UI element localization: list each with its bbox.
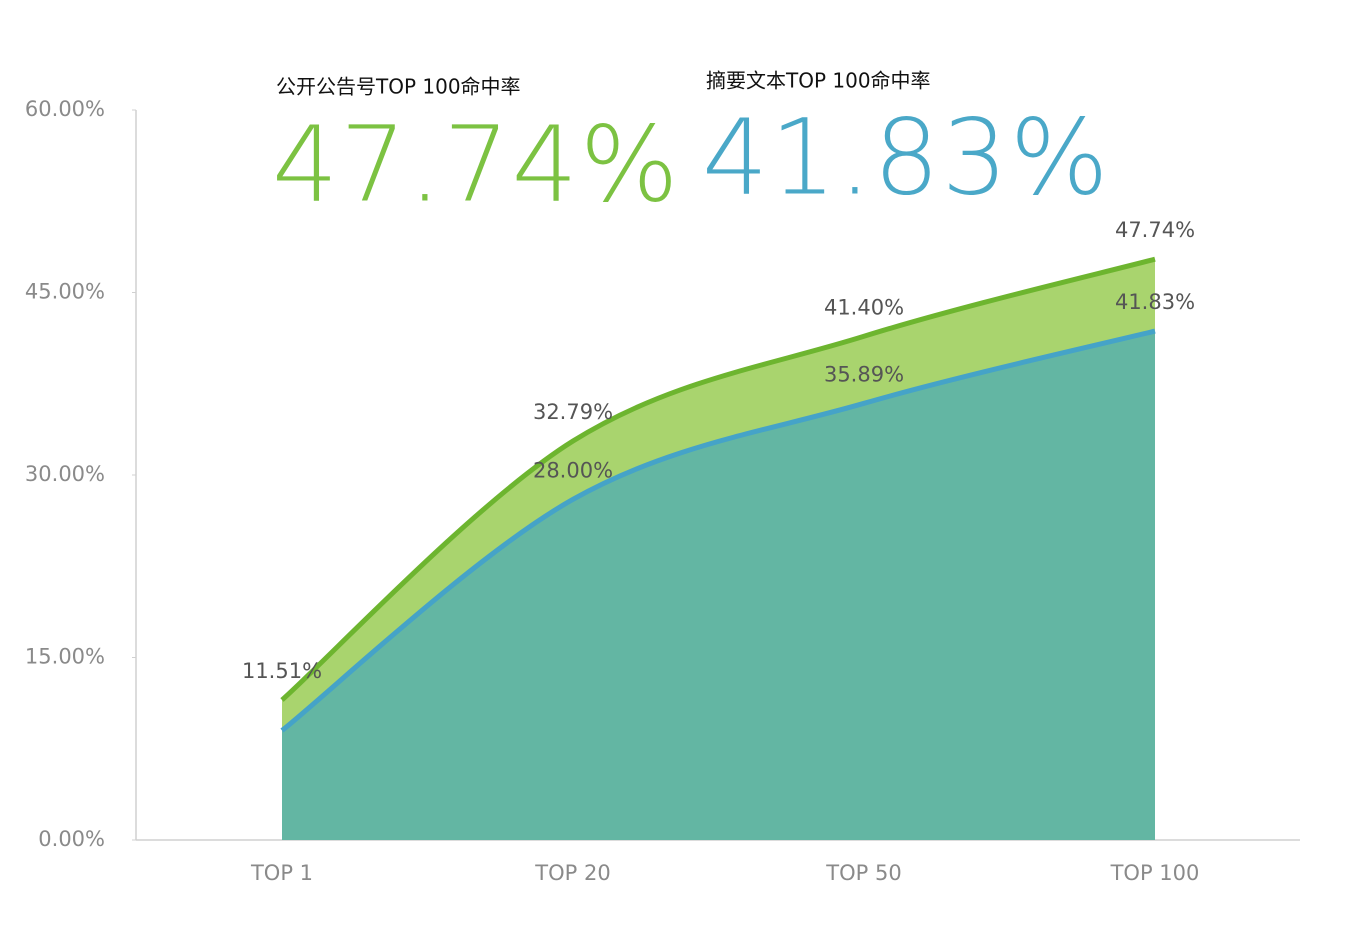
y-tick-label: 60.00%: [25, 97, 105, 121]
value-label: 41.83%: [1115, 290, 1195, 314]
headline-caption: 摘要文本TOP 100命中率: [706, 69, 931, 93]
area: [282, 331, 1155, 840]
value-label: 41.40%: [824, 295, 904, 319]
headline-value: 41.83%: [702, 96, 1111, 218]
x-tick-label: TOP 50: [825, 861, 901, 885]
x-tick-label: TOP 100: [1110, 861, 1200, 885]
value-label: 32.79%: [533, 400, 613, 424]
line: [280, 328, 1156, 733]
value-label: 47.74%: [1115, 218, 1195, 242]
headline-value: 47.74%: [272, 103, 681, 225]
y-tick-label: 30.00%: [25, 462, 105, 486]
x-tick-label: TOP 20: [534, 861, 610, 885]
y-tick-label: 15.00%: [25, 645, 105, 669]
value-label: 11.51%: [242, 659, 322, 683]
y-tick-label: 45.00%: [25, 280, 105, 304]
line: [280, 256, 1156, 702]
headline-caption: 公开公告号TOP 100命中率: [276, 75, 521, 99]
y-tick-label: 0.00%: [38, 827, 105, 851]
value-label: 28.00%: [533, 458, 613, 482]
x-tick-label: TOP 1: [250, 861, 313, 885]
value-label: 35.89%: [824, 362, 904, 386]
